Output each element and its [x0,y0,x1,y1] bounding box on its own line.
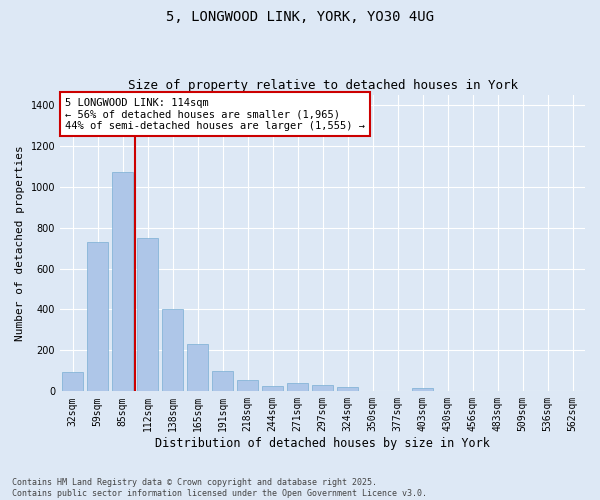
Text: 5, LONGWOOD LINK, YORK, YO30 4UG: 5, LONGWOOD LINK, YORK, YO30 4UG [166,10,434,24]
Bar [187,344,208,392]
Bar [412,388,433,392]
Bar [137,238,158,392]
Bar [287,383,308,392]
Text: 5 LONGWOOD LINK: 114sqm
← 56% of detached houses are smaller (1,965)
44% of semi: 5 LONGWOOD LINK: 114sqm ← 56% of detache… [65,98,365,130]
Bar [312,385,333,392]
X-axis label: Distribution of detached houses by size in York: Distribution of detached houses by size … [155,437,490,450]
Bar [162,310,183,392]
Bar [62,372,83,392]
Bar [87,242,108,392]
Bar [237,380,258,392]
Bar [212,371,233,392]
Y-axis label: Number of detached properties: Number of detached properties [15,145,25,341]
Bar [112,172,133,392]
Title: Size of property relative to detached houses in York: Size of property relative to detached ho… [128,79,518,92]
Bar [262,386,283,392]
Text: Contains HM Land Registry data © Crown copyright and database right 2025.
Contai: Contains HM Land Registry data © Crown c… [12,478,427,498]
Bar [337,387,358,392]
